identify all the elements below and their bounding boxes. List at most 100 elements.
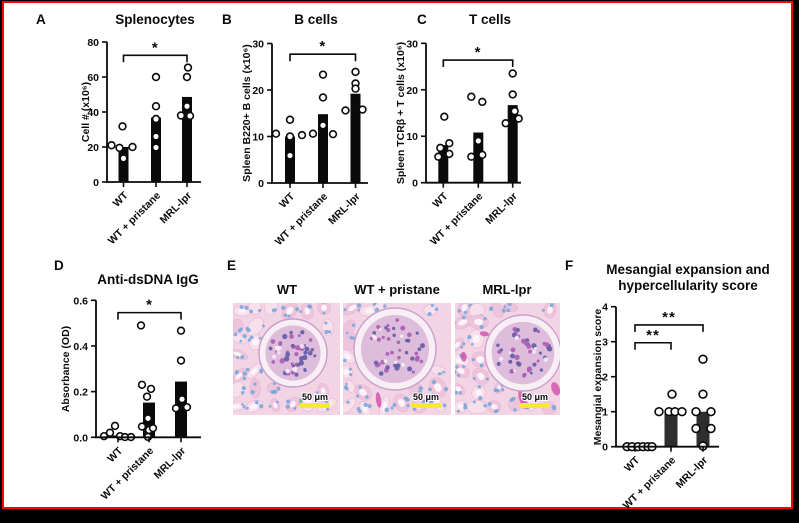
histology-label-wt: WT [276,282,298,297]
y-tick-label: 2 [602,372,608,384]
y-tick-label: 60 [87,72,99,84]
data-point [171,404,181,413]
panel-d-letter: D [54,258,64,273]
data-point [510,106,519,116]
data-point [691,423,701,434]
data-point [271,129,281,138]
bar [350,93,361,183]
y-tick-label: 0 [602,442,608,454]
x-category-label: MRL-lpr [152,445,189,482]
sig-bracket [634,341,672,350]
y-tick-label: 20 [406,85,418,97]
data-point [434,152,443,161]
sig-bracket [289,53,357,62]
scale-bar [520,403,550,408]
data-point [183,63,193,72]
y-tick-label: 0.2 [73,387,88,399]
y-tick-label: 10 [406,131,418,143]
scale-bar-label: 50 μm [302,392,328,402]
x-category-label: MRL-lpr [158,190,195,227]
histology-label-mrl-lpr: MRL-lpr [482,282,532,297]
data-point [177,394,187,404]
data-point [110,421,120,431]
scale-bar-label: 50 μm [522,392,548,402]
panel-b-letter: B [222,12,232,27]
y-tick-label: 3 [602,337,608,349]
data-point [467,152,476,161]
data-point [445,139,454,148]
data-point [136,321,146,330]
x-category-label: WT [430,190,450,210]
panel-d-ylabel: Absorbance (OD) [60,325,72,413]
data-point [318,70,328,79]
data-point [285,115,295,124]
data-point [146,384,156,394]
y-tick-label: 40 [87,107,99,119]
sig-label: ** [646,327,660,344]
panel-a-title: Splenocytes [115,12,195,27]
data-point [706,423,716,434]
histology-image-0: 50 μm [233,303,340,415]
x-category-label: WT [622,454,642,474]
data-point [151,132,161,141]
bar [438,145,449,183]
data-point [318,121,328,130]
y-tick-label: 0 [93,177,99,189]
bar [507,105,518,183]
panel-f-letter: F [565,258,574,273]
data-point [185,111,195,121]
panel-f-ylabel: Mesangial expansion score [592,308,604,446]
panel-a-ylabel: Cell # (x10⁶) [80,81,92,143]
data-point [118,122,127,131]
y-tick-label: 80 [87,37,99,49]
data-point [478,97,487,107]
bar [182,96,192,182]
data-point [508,69,517,78]
data-point [105,428,115,437]
data-point [182,402,192,412]
data-point [445,149,454,159]
x-category-label: WT [111,189,131,209]
data-point [176,326,186,335]
data-point [341,106,350,115]
data-point [285,151,295,160]
data-point [176,356,186,365]
data-point [297,130,307,140]
histology-image-2: 50 μm [455,303,560,415]
data-point [176,111,186,120]
data-point [501,119,510,128]
data-point [151,114,161,124]
data-point [308,129,318,138]
data-point [508,90,517,99]
data-point [115,143,124,153]
bar [318,114,328,183]
data-point [654,407,664,417]
panel-d-title: Anti-dsDNA IgG [97,272,199,287]
sig-label: * [146,297,153,314]
data-point [107,141,116,150]
panel-b-title: B cells [294,12,338,27]
x-category-label: WT [105,445,125,465]
data-point [351,84,360,93]
panel-f-title: Mesangial expansion and hypercellularity… [606,262,770,293]
panel-b-ylabel: Spleen B220+ B cells (x10⁶) [241,44,253,182]
data-point [474,136,483,146]
sig-bracket [117,311,182,320]
histology-label-wt-pristane: WT + pristane [354,282,440,297]
sig-bracket [634,324,704,332]
data-point [677,407,687,417]
y-tick-label: 30 [406,38,418,50]
bar [696,411,710,447]
data-point [328,129,338,139]
bar [473,132,484,183]
y-tick-label: 30 [252,39,264,51]
data-point [143,414,153,423]
y-tick-label: 0 [412,178,418,190]
data-point [137,380,147,389]
scale-bar [411,403,441,408]
data-point [667,389,677,399]
data-point [358,105,367,114]
bar [664,411,678,447]
